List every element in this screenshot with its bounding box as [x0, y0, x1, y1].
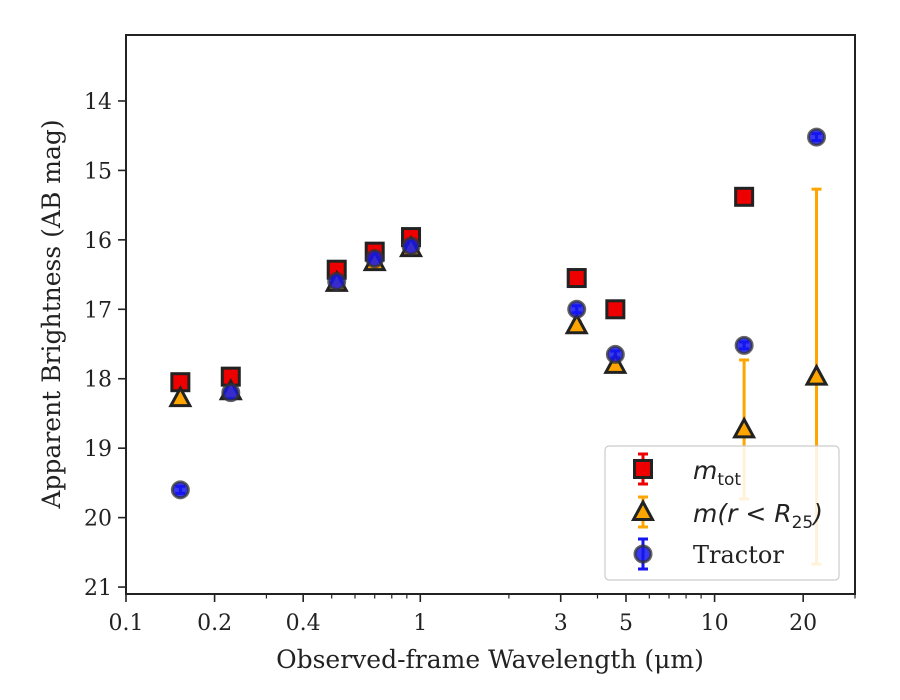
- point-mr25: [732, 416, 757, 439]
- legend-symbols: [630, 452, 656, 571]
- plot-frame: [125, 34, 856, 595]
- legend-marker-tractor: [633, 544, 653, 564]
- point-mtot: [605, 299, 626, 320]
- y-axis-label: Apparent Brightness (AB mag): [37, 119, 66, 509]
- x-tick-label: 20: [789, 611, 817, 636]
- point-mr25: [564, 312, 589, 335]
- point-tractor: [807, 127, 827, 147]
- y-tick-label: 20: [84, 507, 112, 532]
- point-mr25: [168, 385, 193, 408]
- x-tick-label: 10: [701, 611, 729, 636]
- x-axis-label: Observed-frame Wavelength (μm): [276, 645, 704, 674]
- x-tick-label: 0.4: [286, 611, 321, 636]
- y-tick-label: 19: [84, 437, 112, 462]
- point-mtot: [734, 186, 755, 207]
- x-tick-label: 0.2: [197, 611, 232, 636]
- y-tick-label: 16: [84, 229, 112, 254]
- legend-box: [604, 445, 840, 581]
- point-tractor: [605, 344, 625, 364]
- x-tick-label: 1: [413, 611, 427, 636]
- point-mtot: [566, 268, 587, 289]
- axis-ticks: 0.1 0.2 0.4 1 3 5 10 20 14 15 16 17 18 19 20 21: [84, 90, 856, 636]
- data-markers: [168, 127, 829, 500]
- legend-label-mtot: mtot: [693, 456, 741, 490]
- x-tick-label: 5: [619, 611, 633, 636]
- x-tick-label: 0.1: [109, 611, 144, 636]
- legend-marker-mr25: [630, 498, 656, 521]
- point-tractor: [401, 236, 421, 256]
- legend-label-mr25: m(r < R25): [693, 499, 823, 533]
- legend: mtot m(r < R25) Tractor: [604, 445, 840, 581]
- point-tractor: [567, 299, 587, 319]
- point-tractor: [327, 272, 347, 292]
- legend-marker-mtot: [633, 459, 653, 479]
- point-tractor: [365, 249, 385, 269]
- y-tick-label: 17: [84, 298, 112, 323]
- point-tractor: [170, 480, 190, 500]
- y-tick-label: 14: [84, 90, 112, 115]
- x-tick-label: 3: [554, 611, 568, 636]
- y-tick-label: 18: [84, 368, 112, 393]
- point-tractor: [734, 335, 754, 355]
- legend-label-tractor: Tractor: [693, 541, 784, 569]
- y-tick-label: 15: [84, 159, 112, 184]
- point-mr25: [804, 363, 829, 386]
- y-tick-label: 21: [84, 576, 112, 601]
- point-tractor: [221, 383, 241, 403]
